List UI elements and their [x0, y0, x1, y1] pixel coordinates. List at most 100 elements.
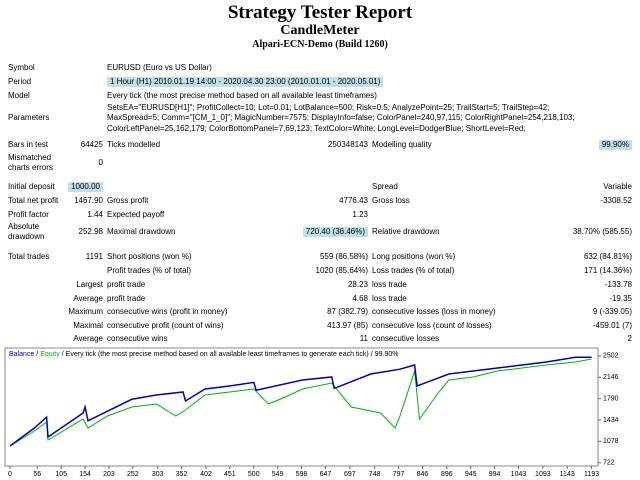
series-line — [9, 358, 592, 447]
table-cell: Maximal — [73, 321, 103, 330]
expert-name: CandleMeter — [280, 23, 360, 38]
table-cell: Profit trades (% of total) — [107, 266, 192, 275]
table-cell: consecutive losses (loss in money) — [372, 307, 496, 316]
table-cell: 1191 — [85, 252, 103, 261]
table-cell: Period — [8, 77, 32, 86]
table-cell: Average — [73, 334, 103, 343]
table-cell: ColorLeftPanel=25,162,179; ColorBottomPa… — [107, 123, 526, 133]
table-cell: Long positions (won %) — [372, 252, 456, 261]
x-tick-label: 402 — [200, 471, 212, 478]
table-cell: Spread — [372, 182, 398, 191]
y-tick-label: 1434 — [603, 417, 619, 424]
y-tick-label: 722 — [603, 460, 615, 467]
x-tick-label: 252 — [127, 471, 139, 478]
table-cell: EURUSD (Euro vs US Dollar) — [107, 63, 212, 72]
table-cell: Total trades — [8, 252, 50, 261]
table-cell: 9 (-339.05) — [592, 307, 632, 316]
table-cell: Bars in test — [8, 140, 49, 149]
table-cell: consecutive loss (count of losses) — [372, 321, 492, 330]
table-cell: Gross profit — [107, 196, 149, 205]
series-line — [9, 356, 592, 447]
table-cell: 64425 — [80, 140, 103, 149]
table-cell: 2 — [627, 334, 632, 343]
x-tick-label: 945 — [465, 471, 477, 478]
legend-item: 99.90% — [375, 351, 399, 358]
y-tick-label: 2502 — [603, 353, 619, 360]
table-cell: 4776.43 — [339, 196, 368, 205]
table-cell: 28.23 — [347, 280, 368, 289]
table-cell: 171 (14.36%) — [583, 266, 632, 275]
table-cell: Relative drawdown — [372, 227, 440, 236]
table-cell: charts errors — [8, 163, 53, 173]
table-cell: consecutive wins (profit in money) — [107, 307, 228, 316]
x-tick-label: 154 — [79, 471, 91, 478]
table-cell: Loss trades (% of total) — [372, 266, 455, 275]
x-tick-label: 352 — [176, 471, 188, 478]
x-tick-label: 797 — [393, 471, 405, 478]
table-cell: SetsEA="EURUSD[H1]"; ProfitCollect=10; L… — [107, 102, 550, 112]
x-tick-label: 451 — [224, 471, 236, 478]
table-cell: 11 — [359, 334, 368, 343]
x-tick-label: 1093 — [535, 471, 551, 478]
table-cell: Every tick (the most precise method base… — [107, 91, 377, 100]
y-tick-label: 2146 — [603, 374, 619, 381]
table-cell: 87 (382.79) — [327, 307, 368, 316]
y-tick-label: 1790 — [603, 395, 619, 402]
legend-item: Equity — [40, 351, 60, 358]
table-cell: Parameters — [8, 113, 50, 122]
x-tick-label: 1193 — [584, 471, 599, 478]
x-tick-label: 846 — [417, 471, 429, 478]
table-cell: 1 Hour (H1) 2010.01.19 14:00 - 2020.04.3… — [107, 77, 384, 87]
table-cell: Expected payoff — [107, 210, 165, 219]
table-cell: 559 (86.58%) — [319, 252, 368, 261]
table-cell: Total net profit — [8, 196, 59, 205]
table-cell: Maximal drawdown — [107, 227, 176, 236]
table-cell: 0 — [98, 158, 103, 167]
x-tick-label: 1143 — [560, 471, 575, 478]
table-cell: profit trade — [107, 280, 146, 289]
table-cell: 1000.00 — [68, 182, 103, 192]
table-cell: Ticks modelled — [107, 140, 161, 149]
legend-item: / — [371, 351, 373, 358]
table-cell: Symbol — [8, 63, 35, 72]
table-cell: Absolute — [8, 221, 40, 231]
x-tick-label: 56 — [33, 471, 41, 478]
server: Alpari-ECN-Demo (Build 1260) — [252, 39, 388, 50]
table-cell: loss trade — [372, 294, 407, 303]
table-cell: Short positions (won %) — [107, 252, 192, 261]
table-cell: -3308.52 — [600, 196, 632, 205]
x-tick-label: 748 — [369, 471, 381, 478]
x-tick-label: 500 — [248, 471, 260, 478]
x-tick-label: 697 — [344, 471, 356, 478]
x-tick-label: 1043 — [511, 471, 527, 478]
x-tick-label: 647 — [320, 471, 332, 478]
table-cell: Variable — [603, 182, 632, 191]
chart: 0 56 105 154 203 252 303 352 402 451 500 549 598 647 6… — [4, 347, 619, 478]
x-tick-label: 598 — [296, 471, 308, 478]
table-cell: -133.78 — [604, 280, 632, 289]
table-cell: consecutive losses — [372, 334, 440, 343]
legend-item: Balance — [9, 351, 34, 358]
table-cell: profit trade — [107, 294, 146, 303]
table-cell: MaxSpread=5; Comm="[CM_1_0]"; MagicNumbe… — [107, 113, 575, 122]
table-cell: consecutive wins — [107, 334, 168, 343]
table-cell: 1467.90 — [74, 196, 103, 205]
table-cell: -459.01 (7) — [592, 321, 632, 330]
table-cell: drawdown — [8, 232, 45, 242]
x-tick-label: 0 — [8, 471, 12, 478]
table-cell: consecutive profit (count of wins) — [107, 321, 224, 330]
title: Strategy Tester Report — [227, 2, 413, 23]
x-tick-label: 994 — [489, 471, 501, 478]
table-cell: 252.98 — [78, 227, 103, 236]
table-cell: Maximum — [68, 307, 103, 316]
x-tick-label: 896 — [441, 471, 453, 478]
table-cell: 250348143 — [327, 140, 368, 149]
table-cell: Mismatched — [8, 152, 52, 162]
legend-item: Every tick (the most precise method base… — [66, 351, 369, 358]
table-cell: Largest — [76, 280, 103, 289]
y-tick-label: 1078 — [603, 438, 619, 445]
table-cell: loss trade — [372, 280, 407, 289]
legend-item: / — [62, 351, 64, 358]
plot-frame — [4, 347, 599, 467]
